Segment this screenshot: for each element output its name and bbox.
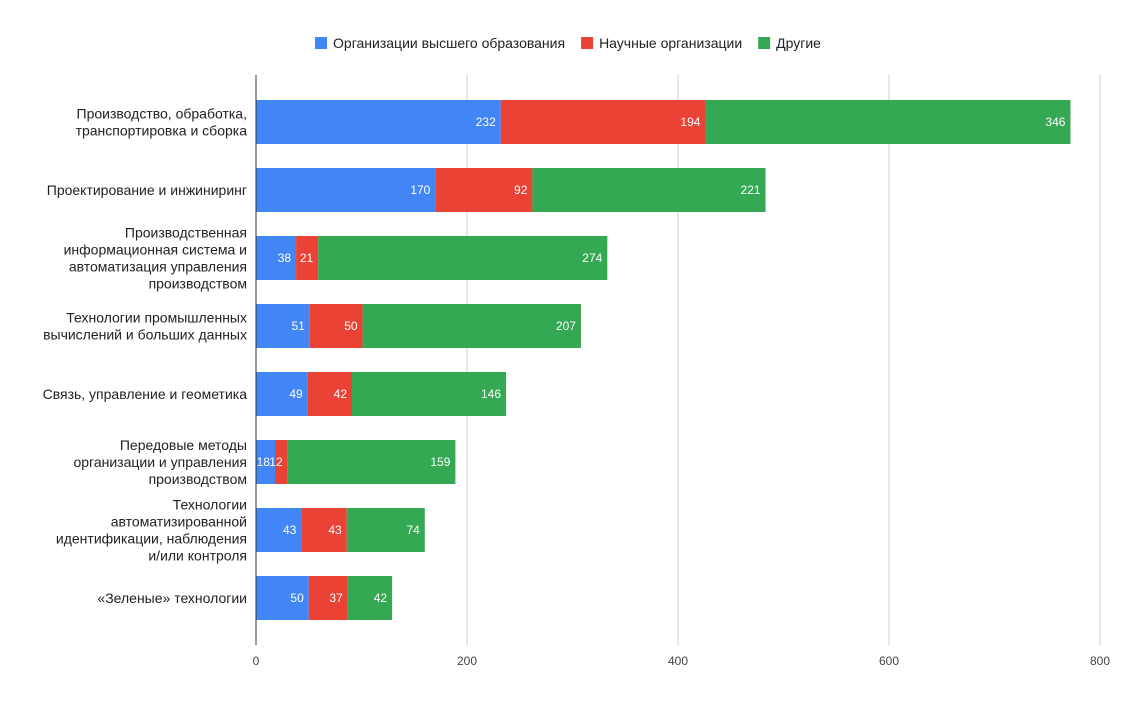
category-labels: Производство, обработка, транспортировка … [43, 106, 248, 607]
legend-label: Научные организации [599, 35, 742, 51]
bar-segment [256, 372, 308, 416]
data-label: 346 [1045, 115, 1065, 129]
bar-segment [362, 304, 581, 348]
bar-segment [308, 576, 348, 620]
bar-segment [532, 168, 766, 212]
category-label: Проектирование и инжиниринг [47, 182, 247, 198]
category-label: Технологии автоматизированной идентификаци… [56, 497, 247, 564]
bar-segment [256, 100, 501, 144]
x-tick-label: 800 [1090, 654, 1110, 668]
category-label: Передовые методы организации и управления… [73, 437, 247, 487]
bar-segment [256, 440, 275, 484]
data-label: 38 [278, 251, 292, 265]
category-label: Производство, обработка, транспортировка … [76, 106, 248, 139]
legend-swatch [315, 37, 328, 49]
x-tick-label: 0 [253, 654, 260, 668]
x-tick-label: 200 [457, 654, 477, 668]
category-label: «Зеленые» технологии [97, 590, 247, 606]
data-label: 37 [329, 591, 343, 605]
data-label: 43 [328, 523, 342, 537]
data-label: 42 [374, 591, 388, 605]
bar-segment [256, 508, 302, 552]
bar-segment [256, 304, 310, 348]
category-label: Производственная информационная система и… [64, 225, 247, 292]
bar-segment [435, 168, 533, 212]
bar-segment [256, 236, 297, 280]
data-label: 207 [556, 319, 576, 333]
legend-swatch [758, 37, 771, 49]
legend-label: Другие [776, 35, 821, 51]
bars: 232 194 346 170 92 221 38 21 274 51 50 207 49 42 146 18… [256, 100, 1071, 620]
legend-swatch [581, 37, 594, 49]
data-label: 194 [680, 115, 700, 129]
data-label: 170 [410, 183, 430, 197]
bar-segment [705, 100, 1071, 144]
data-label: 50 [290, 591, 304, 605]
bar-segment [352, 372, 507, 416]
data-label: 146 [481, 387, 501, 401]
bar-segment [307, 372, 353, 416]
data-label: 18 [257, 455, 271, 469]
bar-segment [301, 508, 347, 552]
bar-segment [256, 576, 309, 620]
data-label: 221 [741, 183, 761, 197]
data-label: 74 [406, 523, 420, 537]
legend: Организации высшего образования Научные о… [315, 35, 821, 51]
bar-segment [256, 168, 436, 212]
bar-segment [296, 236, 319, 280]
bar-segment [287, 440, 456, 484]
data-label: 92 [514, 183, 528, 197]
gridlines [466, 75, 1101, 645]
data-label: 232 [476, 115, 496, 129]
data-label: 274 [582, 251, 602, 265]
data-label: 51 [291, 319, 305, 333]
data-label: 49 [289, 387, 303, 401]
bar-segment [346, 508, 425, 552]
category-label: Технологии промышленных вычислений и боль… [43, 310, 247, 343]
category-label: Связь, управление и геометика [43, 386, 248, 402]
data-label: 50 [344, 319, 358, 333]
bar-segment [500, 100, 706, 144]
x-tick-label: 400 [668, 654, 688, 668]
data-label: 42 [334, 387, 348, 401]
data-label: 159 [430, 455, 450, 469]
x-tick-label: 600 [879, 654, 899, 668]
bar-segment [309, 304, 363, 348]
bar-segment [274, 440, 288, 484]
data-label: 43 [283, 523, 297, 537]
data-label: 21 [300, 251, 314, 265]
data-label: 12 [269, 455, 283, 469]
bar-segment [347, 576, 393, 620]
legend-label: Организации высшего образования [333, 35, 565, 51]
x-axis-tick-labels: 0 200 400 600 800 [253, 654, 1111, 668]
bar-segment [318, 236, 608, 280]
